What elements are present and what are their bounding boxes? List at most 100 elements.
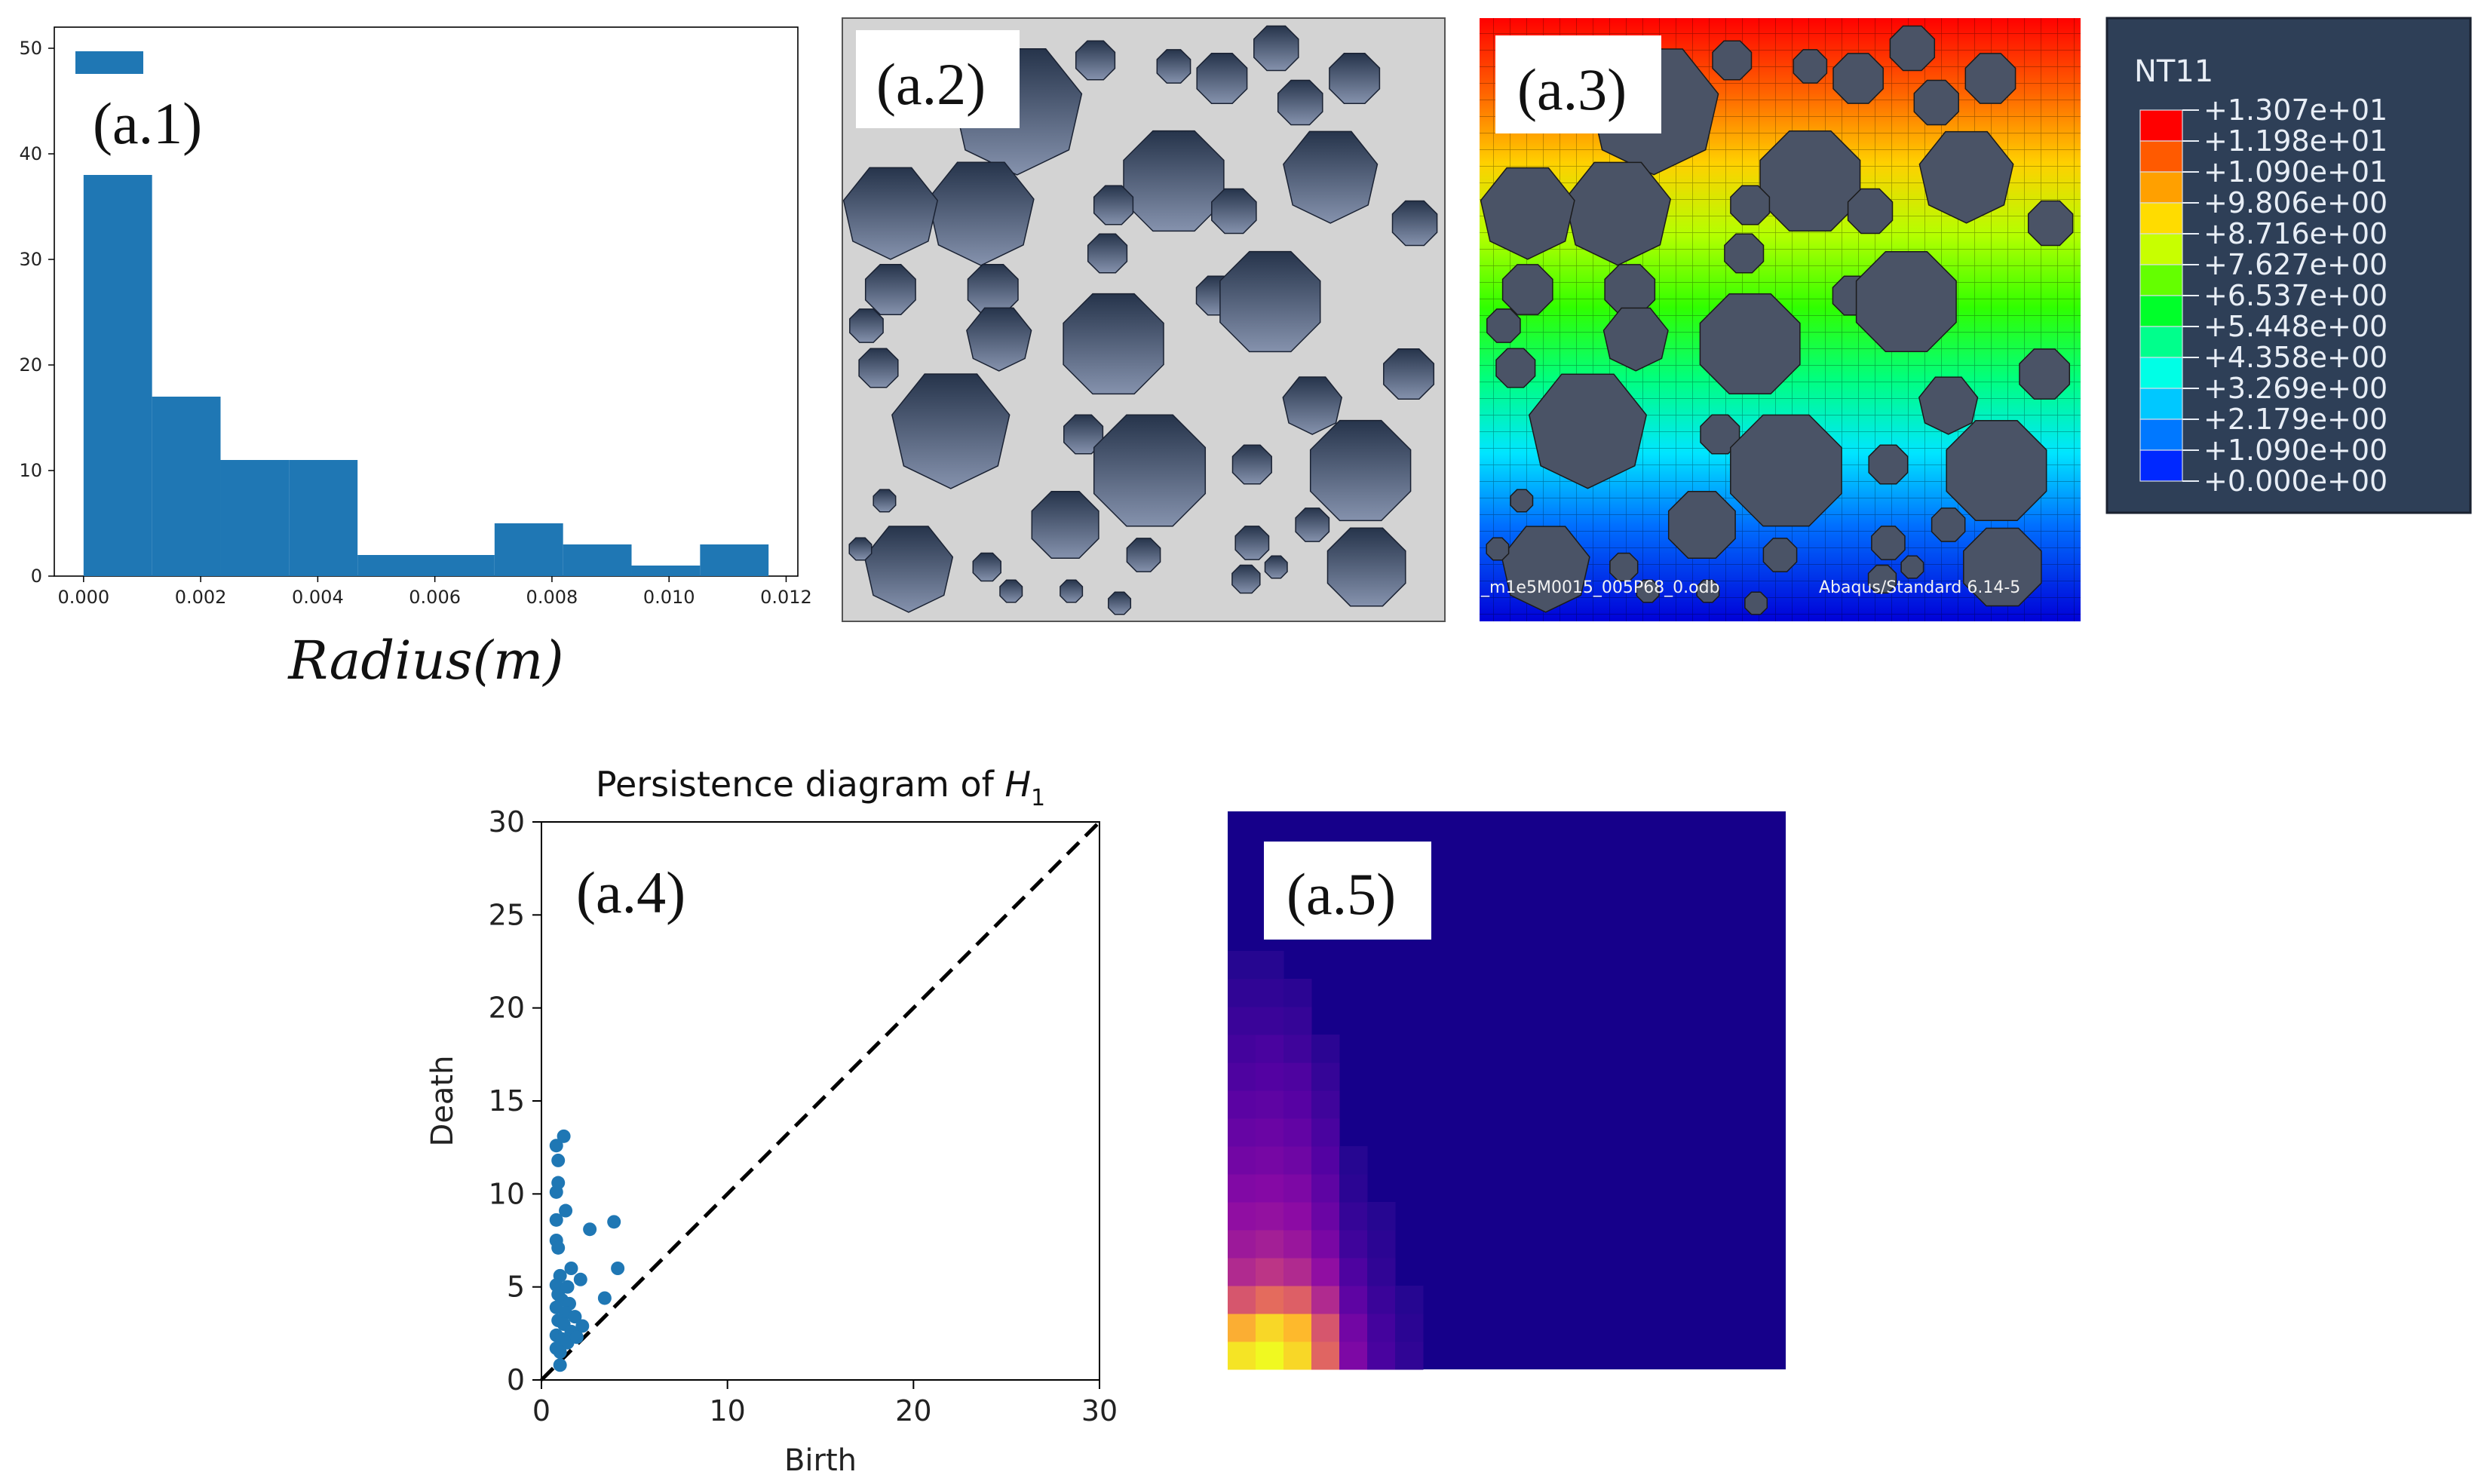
- heatmap-cell: [1256, 1035, 1284, 1063]
- aggregate-particle: [972, 552, 1001, 582]
- heatmap-cell: [1311, 1035, 1340, 1063]
- x-tick-label: 0.010: [643, 587, 695, 608]
- heatmap-cell: [1311, 1258, 1340, 1286]
- aggregate-particle: [1093, 185, 1134, 225]
- aggregate-particle: [1391, 200, 1438, 247]
- aggregate-particle-overlay: [1730, 414, 1842, 527]
- heatmap-cell: [1367, 1314, 1396, 1342]
- legend-value: +8.716e+00: [2204, 217, 2388, 250]
- aggregate-particle: [1063, 414, 1104, 455]
- y-tick-label: 20: [19, 354, 42, 376]
- heatmap-cell: [1395, 1341, 1424, 1370]
- aggregate-particle-overlay: [1667, 491, 1736, 559]
- persistence-point: [551, 1240, 566, 1255]
- aggregate-particle-overlay: [1510, 489, 1534, 513]
- aggregate-particle-overlay: [1871, 526, 1906, 560]
- aggregate-particle-overlay: [1712, 40, 1753, 81]
- y-tick-label: 10: [489, 1177, 525, 1210]
- heatmap-cell: [1339, 1230, 1368, 1259]
- aggregate-particle-overlay: [1918, 130, 2014, 224]
- histogram-x-axis-label: Radius(m): [287, 630, 563, 691]
- aggregate-particle: [1156, 49, 1191, 84]
- temperature-field-panel: (a.3) _m1e5M0015_005P68_0.odb Abaqus/Sta…: [1480, 18, 2081, 621]
- heatmap-cell: [1228, 1341, 1256, 1370]
- aggregate-particle-overlay: [1793, 49, 1828, 84]
- aggregate-particle: [1031, 490, 1099, 560]
- legend-value: +1.090e+00: [2204, 434, 2388, 467]
- panel-label-box-a5: [1264, 842, 1431, 940]
- persistence-point: [573, 1272, 587, 1286]
- heatmap-cell: [1367, 1258, 1396, 1286]
- aggregate-particle-overlay: [1480, 167, 1575, 260]
- persistence-point: [553, 1358, 567, 1372]
- particle-set: [842, 25, 1438, 615]
- legend-color-swatch: [2139, 264, 2183, 296]
- y-tick-label: 30: [19, 249, 42, 270]
- heatmap-cell: [1256, 1314, 1284, 1342]
- aggregate-particle-overlay: [1913, 79, 1959, 126]
- aggregate-particle-overlay: [1889, 25, 1936, 72]
- aggregate-particle-overlay: [1604, 264, 1656, 315]
- histogram-bar: [83, 175, 152, 576]
- heatmap-cell: [1228, 1258, 1256, 1286]
- aggregate-particle-overlay: [1847, 188, 1894, 235]
- x-tick-label: 30: [1081, 1394, 1118, 1427]
- heatmap-cell: [1283, 1118, 1312, 1147]
- aggregate-particle-overlay: [1762, 538, 1798, 572]
- y-tick-label: 30: [489, 805, 525, 839]
- panel-label-a1: (a.1): [93, 90, 202, 156]
- aggregate-particle-overlay: [1501, 526, 1590, 613]
- panel-label-box-a3: [1495, 35, 1661, 133]
- aggregate-particle-overlay: [1946, 419, 2047, 522]
- legend-value: +4.358e+00: [2204, 341, 2388, 374]
- heatmap-cell: [1228, 951, 1256, 980]
- aggregate-particle: [1277, 79, 1323, 126]
- persistence-point: [568, 1310, 582, 1324]
- persistence-point: [559, 1203, 573, 1218]
- histogram-bar: [357, 555, 426, 576]
- heatmap-cell: [1283, 1174, 1312, 1203]
- x-tick-label: 0.000: [57, 587, 109, 608]
- aggregate-particle: [1093, 414, 1207, 527]
- heatmap-cell: [1256, 1202, 1284, 1231]
- persistence-point: [569, 1330, 584, 1344]
- heatmap-cell: [1339, 1258, 1368, 1286]
- heatmap-cell: [1256, 1062, 1284, 1091]
- particle-geometry-panel: (a.2): [842, 17, 1446, 622]
- heatmap-cell: [1311, 1314, 1340, 1342]
- persistence-point: [557, 1129, 571, 1143]
- legend-value: +2.179e+00: [2204, 403, 2388, 436]
- heatmap-cell: [1395, 1314, 1424, 1342]
- aggregate-particle: [1231, 444, 1272, 485]
- histogram-panel: 0.000 0.002 0.004 0.006 0.008 0.010 0.012 0 10 20…: [19, 26, 812, 691]
- heatmap-cell: [1283, 1007, 1312, 1035]
- heatmap-cell: [1283, 1286, 1312, 1314]
- persistence-diagram-panel: 0 10 20 30 0 5 10 15 20 25 30 Persistence diagram …: [425, 764, 1118, 1478]
- aggregate-particle: [999, 579, 1023, 603]
- legend-value: +3.269e+00: [2204, 372, 2388, 405]
- heatmap-cell: [1228, 1090, 1256, 1119]
- histogram-bar: [220, 460, 290, 576]
- y-tick-label: 25: [489, 898, 525, 931]
- aggregate-particle-overlay: [1855, 250, 1957, 353]
- aggregate-particle: [1282, 376, 1343, 435]
- heatmap-cell: [1228, 1314, 1256, 1342]
- particle-set-overlay: [1480, 25, 2074, 615]
- aggregate-particle: [1283, 130, 1379, 224]
- persistence-point: [575, 1319, 590, 1333]
- y-tick-label: 50: [19, 38, 42, 59]
- legend-value: +7.627e+00: [2204, 248, 2388, 281]
- aggregate-particle: [1126, 538, 1161, 572]
- x-tick-label: 0.006: [409, 587, 461, 608]
- heatmap-cell: [1256, 951, 1284, 980]
- aggregate-particle: [1219, 250, 1321, 353]
- heatmap-cell: [1339, 1314, 1368, 1342]
- heatmap-cell: [1256, 1258, 1284, 1286]
- legend-color-swatch: [2139, 449, 2183, 482]
- solver-name: Abaqus/Standard 6.14-5: [1819, 578, 2020, 597]
- aggregate-particle: [1383, 348, 1435, 400]
- heatmap-cell: [1283, 1314, 1312, 1342]
- aggregate-particle: [1326, 527, 1406, 607]
- legend-value: +1.307e+01: [2204, 94, 2388, 127]
- heatmap-cell: [1283, 1230, 1312, 1259]
